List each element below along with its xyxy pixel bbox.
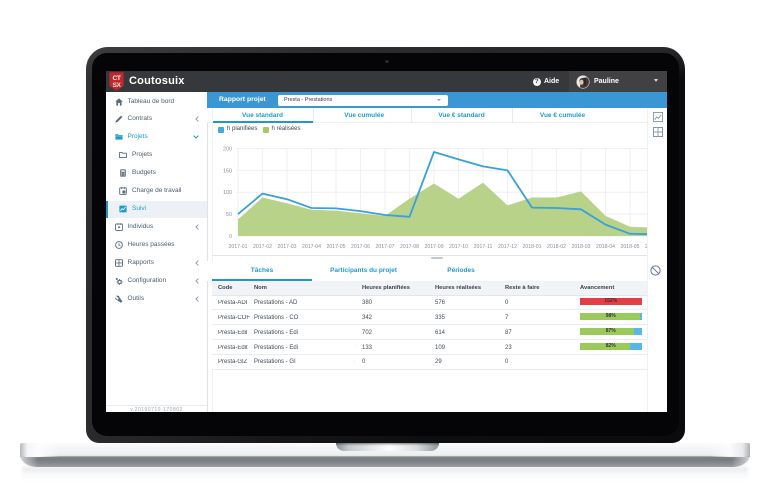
svg-text:2017-01: 2017-01 [228,244,247,250]
svg-text:2018-05: 2018-05 [620,244,639,250]
svg-text:2018-06: 2018-06 [645,244,647,250]
svg-text:2018-02: 2018-02 [547,244,566,250]
svg-text:2017-07: 2017-07 [375,244,394,250]
svg-text:200: 200 [223,147,232,153]
svg-text:SX: SX [112,81,121,88]
svg-text:2017-06: 2017-06 [351,244,370,250]
svg-text:2018-04: 2018-04 [596,244,615,250]
svg-text:2017-02: 2017-02 [253,244,272,250]
svg-text:2017-11: 2017-11 [474,244,493,250]
svg-text:2017-10: 2017-10 [449,244,468,250]
svg-text:2017-08: 2017-08 [400,244,419,250]
svg-text:100: 100 [223,190,232,196]
svg-text:CT: CT [112,74,120,81]
svg-text:2018-01: 2018-01 [522,244,541,250]
svg-text:2017-05: 2017-05 [326,244,345,250]
svg-text:2017-09: 2017-09 [424,244,443,250]
svg-text:150: 150 [223,168,232,174]
svg-text:2018-03: 2018-03 [571,244,590,250]
svg-text:2017-03: 2017-03 [277,244,296,250]
svg-text:2017-04: 2017-04 [302,244,321,250]
svg-text:50: 50 [226,212,232,218]
svg-text:2017-12: 2017-12 [498,244,517,250]
svg-text:0: 0 [229,234,232,240]
